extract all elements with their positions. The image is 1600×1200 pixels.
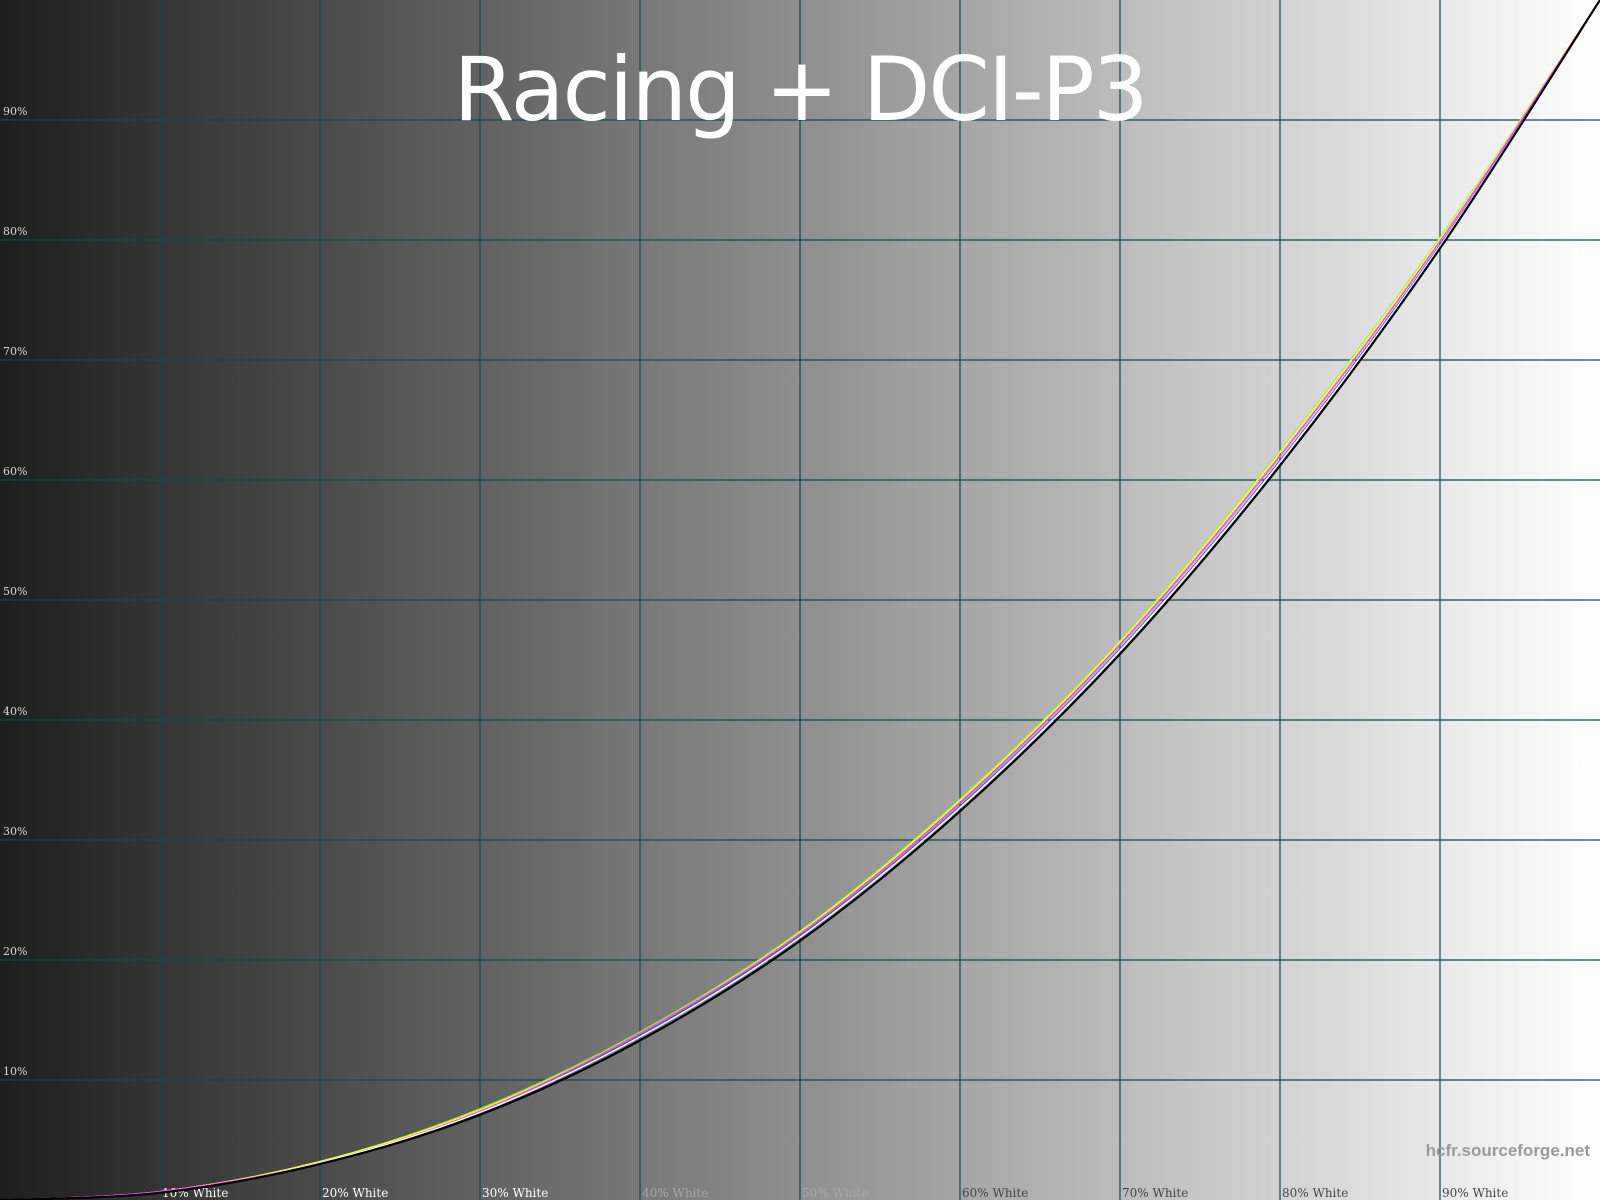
- y-tick-label: 60%: [3, 465, 27, 478]
- y-tick-label: 10%: [3, 1065, 27, 1078]
- x-tick-label: 30% White: [482, 1186, 548, 1200]
- y-tick-label: 80%: [3, 225, 27, 238]
- x-tick-label: 20% White: [322, 1186, 388, 1200]
- y-tick-label: 90%: [3, 105, 27, 118]
- x-tick-label: 60% White: [962, 1186, 1028, 1200]
- y-tick-label: 30%: [3, 825, 27, 838]
- x-tick-label: 40% White: [642, 1186, 708, 1200]
- x-tick-label: 80% White: [1282, 1186, 1348, 1200]
- x-tick-label: 70% White: [1122, 1186, 1188, 1200]
- y-tick-label: 70%: [3, 345, 27, 358]
- watermark: hcfr.sourceforge.net: [1425, 1141, 1590, 1160]
- y-tick-label: 50%: [3, 585, 27, 598]
- x-tick-label: 50% White: [802, 1186, 868, 1200]
- y-tick-label: 40%: [3, 705, 27, 718]
- y-tick-label: 20%: [3, 945, 27, 958]
- chart-title: Racing + DCI-P3: [453, 38, 1148, 141]
- x-tick-label: 90% White: [1442, 1186, 1508, 1200]
